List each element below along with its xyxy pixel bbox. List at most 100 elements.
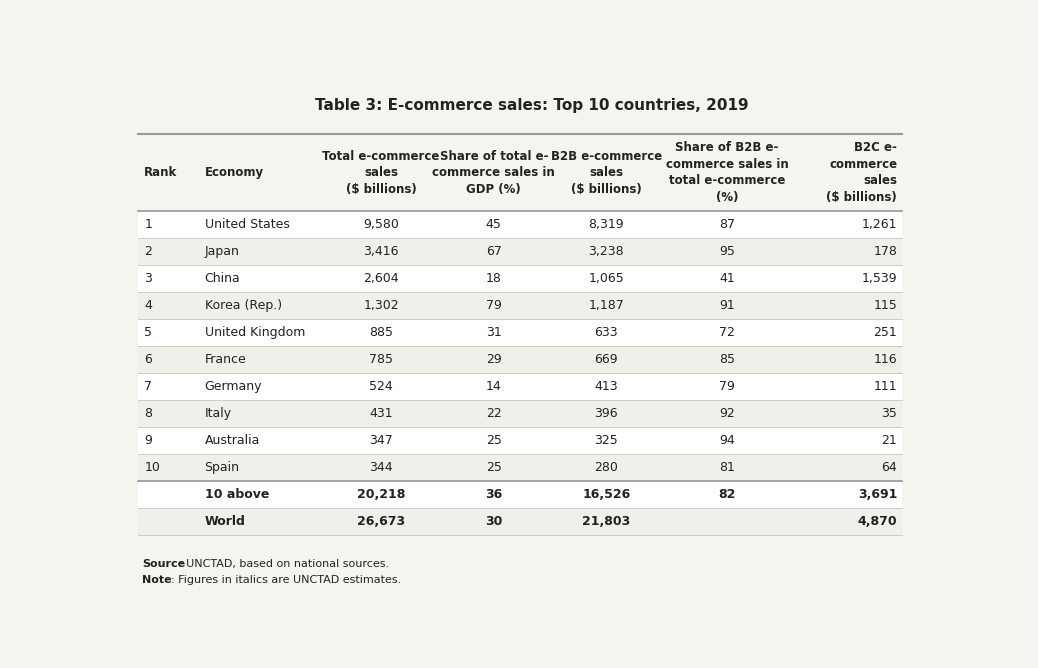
Text: 25: 25 <box>486 462 501 474</box>
Text: 91: 91 <box>719 299 735 313</box>
Text: 21,803: 21,803 <box>582 516 630 528</box>
Text: 5: 5 <box>144 327 153 339</box>
Text: 1,065: 1,065 <box>589 273 624 285</box>
Text: Germany: Germany <box>204 380 262 393</box>
Text: 1,539: 1,539 <box>862 273 897 285</box>
Text: France: France <box>204 353 246 366</box>
Text: 87: 87 <box>719 218 735 231</box>
Text: 30: 30 <box>485 516 502 528</box>
Text: 21: 21 <box>881 434 897 448</box>
Text: 1,302: 1,302 <box>363 299 399 313</box>
Bar <box>138 293 902 319</box>
Text: B2B e-commerce
sales
($ billions): B2B e-commerce sales ($ billions) <box>551 150 662 196</box>
Text: 20,218: 20,218 <box>357 488 405 502</box>
Text: 9,580: 9,580 <box>363 218 399 231</box>
Text: China: China <box>204 273 241 285</box>
Text: 41: 41 <box>719 273 735 285</box>
Text: 633: 633 <box>595 327 619 339</box>
Text: 396: 396 <box>595 407 619 420</box>
Text: 26,673: 26,673 <box>357 516 405 528</box>
Text: 3,416: 3,416 <box>363 245 399 259</box>
Text: United Kingdom: United Kingdom <box>204 327 305 339</box>
Text: 79: 79 <box>486 299 501 313</box>
Text: 1,187: 1,187 <box>589 299 624 313</box>
Text: 885: 885 <box>370 327 393 339</box>
Text: 31: 31 <box>486 327 501 339</box>
Text: 10: 10 <box>144 462 160 474</box>
Text: 280: 280 <box>595 462 619 474</box>
Text: Note: Note <box>142 575 171 585</box>
Text: 92: 92 <box>719 407 735 420</box>
Text: 82: 82 <box>718 488 736 502</box>
Text: : Figures in italics are UNCTAD estimates.: : Figures in italics are UNCTAD estimate… <box>171 575 401 585</box>
Text: 14: 14 <box>486 380 501 393</box>
Bar <box>138 508 902 535</box>
Text: 6: 6 <box>144 353 153 366</box>
Text: 1: 1 <box>144 218 153 231</box>
Text: 64: 64 <box>881 462 897 474</box>
Text: 79: 79 <box>719 380 735 393</box>
Text: 344: 344 <box>370 462 393 474</box>
Text: 35: 35 <box>881 407 897 420</box>
Text: 111: 111 <box>874 380 897 393</box>
Text: B2C e-
commerce
sales
($ billions): B2C e- commerce sales ($ billions) <box>826 142 897 204</box>
Bar <box>138 400 902 428</box>
Text: Table 3: E-commerce sales: Top 10 countries, 2019: Table 3: E-commerce sales: Top 10 countr… <box>316 98 748 113</box>
Bar <box>138 482 902 508</box>
Text: 16,526: 16,526 <box>582 488 630 502</box>
Bar <box>138 428 902 454</box>
Bar <box>138 319 902 346</box>
Text: 2,604: 2,604 <box>363 273 399 285</box>
Text: United States: United States <box>204 218 290 231</box>
Text: World: World <box>204 516 245 528</box>
Bar <box>138 373 902 400</box>
Text: 524: 524 <box>370 380 393 393</box>
Text: : UNCTAD, based on national sources.: : UNCTAD, based on national sources. <box>179 558 389 568</box>
Text: 8: 8 <box>144 407 153 420</box>
Bar <box>138 346 902 373</box>
Text: 3,691: 3,691 <box>857 488 897 502</box>
Text: 251: 251 <box>873 327 897 339</box>
Text: 94: 94 <box>719 434 735 448</box>
Text: Source: Source <box>142 558 185 568</box>
Text: 178: 178 <box>873 245 897 259</box>
Bar <box>138 454 902 482</box>
Text: 116: 116 <box>874 353 897 366</box>
Bar <box>138 265 902 293</box>
Text: 115: 115 <box>873 299 897 313</box>
Text: 2: 2 <box>144 245 153 259</box>
Text: Share of total e-
commerce sales in
GDP (%): Share of total e- commerce sales in GDP … <box>433 150 555 196</box>
Text: 7: 7 <box>144 380 153 393</box>
Text: 81: 81 <box>719 462 735 474</box>
Text: 413: 413 <box>595 380 619 393</box>
Text: 347: 347 <box>370 434 393 448</box>
Text: 785: 785 <box>370 353 393 366</box>
Text: Italy: Italy <box>204 407 231 420</box>
Text: Japan: Japan <box>204 245 240 259</box>
Text: Total e-commerce
sales
($ billions): Total e-commerce sales ($ billions) <box>323 150 440 196</box>
Text: Economy: Economy <box>204 166 264 179</box>
Text: 3: 3 <box>144 273 153 285</box>
Text: 1,261: 1,261 <box>862 218 897 231</box>
Text: 4: 4 <box>144 299 153 313</box>
Text: 95: 95 <box>719 245 735 259</box>
Bar <box>138 211 902 238</box>
Text: 3,238: 3,238 <box>589 245 624 259</box>
Text: 29: 29 <box>486 353 501 366</box>
Text: Australia: Australia <box>204 434 260 448</box>
Text: 67: 67 <box>486 245 501 259</box>
Text: 8,319: 8,319 <box>589 218 624 231</box>
Text: 325: 325 <box>595 434 619 448</box>
Text: 36: 36 <box>485 488 502 502</box>
Text: 25: 25 <box>486 434 501 448</box>
Text: 45: 45 <box>486 218 501 231</box>
Text: Rank: Rank <box>144 166 177 179</box>
Text: 431: 431 <box>370 407 393 420</box>
Text: 669: 669 <box>595 353 619 366</box>
Bar <box>138 238 902 265</box>
Text: 4,870: 4,870 <box>857 516 897 528</box>
Text: 9: 9 <box>144 434 153 448</box>
Text: 18: 18 <box>486 273 501 285</box>
Text: 10 above: 10 above <box>204 488 269 502</box>
Bar <box>138 134 902 211</box>
